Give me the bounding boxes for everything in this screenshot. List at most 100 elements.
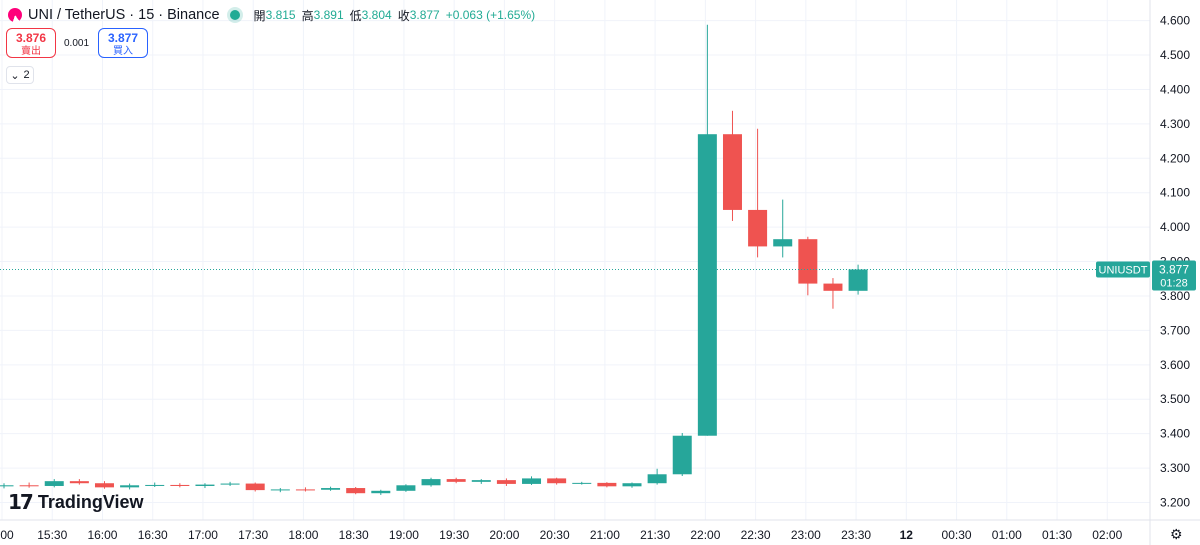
candle-body xyxy=(446,479,466,482)
x-tick-label: 01:00 xyxy=(992,528,1022,542)
y-tick-label: 4.200 xyxy=(1160,151,1190,165)
x-tick-label: 18:00 xyxy=(288,528,318,542)
price-tag-countdown: 01:28 xyxy=(1160,277,1188,289)
close-label: 收 xyxy=(397,8,410,23)
symbol-tag: UNIUSDT xyxy=(1099,264,1148,276)
x-tick-label: 5:00 xyxy=(0,528,14,542)
x-tick-label: 21:30 xyxy=(640,528,670,542)
symbol-title[interactable]: UNI / TetherUS · 15 · Binance xyxy=(28,7,220,23)
candle-body xyxy=(69,481,89,484)
candle-body xyxy=(245,483,265,491)
candle-body xyxy=(848,269,868,291)
candle-body xyxy=(346,488,366,494)
candle-body xyxy=(597,482,617,487)
buy-button[interactable]: 3.877 買入 xyxy=(98,28,148,58)
x-tick-label: 21:00 xyxy=(590,528,620,542)
y-tick-label: 3.300 xyxy=(1160,461,1190,475)
candle-body xyxy=(396,485,416,491)
open-label: 開 xyxy=(253,8,266,23)
candle-body xyxy=(270,489,290,491)
sell-price: 3.876 xyxy=(15,31,47,45)
x-tick-label: 01:30 xyxy=(1042,528,1072,542)
candle-body xyxy=(697,134,717,436)
open-value: 3.815 xyxy=(265,8,296,22)
candle-body xyxy=(19,485,39,487)
candle-body xyxy=(321,488,341,490)
tradingview-logo[interactable]: 𝟭𝟳 TradingView xyxy=(8,490,144,514)
x-tick-label: 16:00 xyxy=(87,528,117,542)
candle-body xyxy=(823,283,843,291)
sell-button[interactable]: 3.876 賣出 xyxy=(6,28,56,58)
x-tick-label: 19:30 xyxy=(439,528,469,542)
buy-price: 3.877 xyxy=(107,31,139,45)
y-tick-label: 3.200 xyxy=(1160,496,1190,510)
candle-body xyxy=(547,478,567,484)
candle-body xyxy=(94,483,114,488)
x-tick-label: 23:00 xyxy=(791,528,821,542)
candle-body xyxy=(647,474,667,484)
x-tick-label: 16:30 xyxy=(138,528,168,542)
x-tick-label: 20:30 xyxy=(540,528,570,542)
price-tag-value: 3.877 xyxy=(1159,262,1189,276)
spread-value: 0.001 xyxy=(64,38,90,49)
candle-body xyxy=(220,483,240,485)
y-tick-label: 4.100 xyxy=(1160,186,1190,200)
x-tick-label: 17:30 xyxy=(238,528,268,542)
high-label: 高 xyxy=(301,8,314,23)
y-tick-label: 4.300 xyxy=(1160,117,1190,131)
low-value: 3.804 xyxy=(361,8,392,22)
y-tick-label: 4.600 xyxy=(1160,14,1190,28)
chevron-down-icon: ⌄ xyxy=(10,69,20,82)
high-value: 3.891 xyxy=(313,8,344,22)
price-tag-bg xyxy=(1152,260,1196,291)
brand-name: TradingView xyxy=(37,491,144,512)
buy-label: 買入 xyxy=(113,46,133,57)
candle-body xyxy=(0,485,14,487)
gear-icon[interactable]: ⚙ xyxy=(1170,526,1183,542)
candle-body xyxy=(421,479,441,486)
change-value: +0.063 (+1.65%) xyxy=(445,8,536,22)
x-tick-label: 15:30 xyxy=(37,528,67,542)
candle-body xyxy=(44,481,64,486)
candle-body xyxy=(748,209,768,247)
x-tick-label: 22:30 xyxy=(741,528,771,542)
x-tick-label: 17:00 xyxy=(188,528,218,542)
candle-body xyxy=(522,478,542,484)
low-label: 低 xyxy=(349,8,362,23)
market-status-icon[interactable] xyxy=(229,10,240,20)
x-tick-label: 22:00 xyxy=(690,528,720,542)
candle-body xyxy=(295,489,315,491)
candle-body xyxy=(722,134,742,210)
close-value: 3.877 xyxy=(409,8,440,22)
candle-body xyxy=(120,485,140,488)
y-tick-label: 4.000 xyxy=(1160,220,1190,234)
symbol-legend: UNI / TetherUS · 15 · Binance 開 3.815 高 3.… xyxy=(8,6,535,24)
y-tick-label: 3.600 xyxy=(1160,358,1190,372)
candle-body xyxy=(798,239,818,284)
x-tick-label: 19:00 xyxy=(389,528,419,542)
x-tick-label: 20:00 xyxy=(489,528,519,542)
indicators-count: 2 xyxy=(23,69,30,81)
candle-body xyxy=(572,482,592,484)
sell-label: 賣出 xyxy=(21,46,41,57)
candle-body xyxy=(371,490,391,494)
candle-body xyxy=(773,239,793,247)
y-tick-label: 3.700 xyxy=(1160,323,1190,337)
y-tick-label: 4.500 xyxy=(1160,48,1190,62)
tradingview-mark-icon: 𝟭𝟳 xyxy=(8,490,34,514)
candle-body xyxy=(496,480,516,484)
indicators-toggle-button[interactable]: ⌄ 2 xyxy=(6,66,34,84)
candle-body xyxy=(471,480,491,482)
x-tick-label: 12 xyxy=(900,528,914,542)
symbol-tag-bg xyxy=(1096,261,1150,278)
x-tick-label: 02:00 xyxy=(1092,528,1122,542)
candle-body xyxy=(195,484,215,486)
candle-body xyxy=(145,484,165,486)
y-tick-label: 3.800 xyxy=(1160,289,1190,303)
x-tick-label: 00:30 xyxy=(942,528,972,542)
y-tick-label: 3.400 xyxy=(1160,427,1190,441)
x-tick-label: 18:30 xyxy=(339,528,369,542)
y-tick-label: 3.500 xyxy=(1160,392,1190,406)
candle-body xyxy=(672,435,692,475)
